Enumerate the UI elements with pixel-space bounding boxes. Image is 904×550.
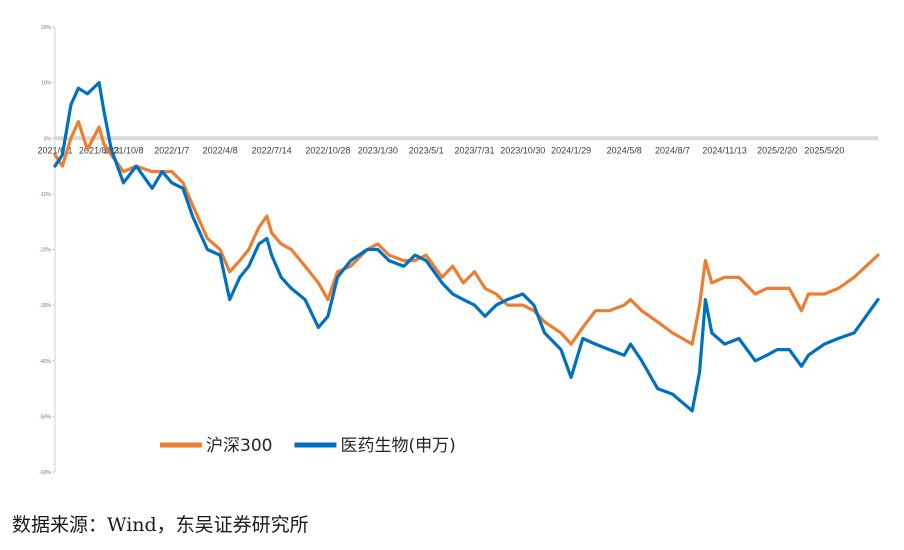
x-tick-label: 2025/2/20 [757,145,797,155]
y-axis: 20% 10% 0% -10% -20% -30% -40% -50% -60% [39,25,56,476]
y-tick-label: -20% [39,248,51,254]
x-tick-label: 2023/1/30 [358,145,398,155]
series-line-2 [53,81,880,413]
x-tick-label: 2023/5/1 [409,145,444,155]
y-tick-label: 0% [44,136,52,142]
x-tick-label: 2024/11/13 [702,145,746,155]
x-tick-label: 2023/7/31 [454,145,494,155]
source-note: 数据来源：Wind，东吴证券研究所 [12,514,309,536]
x-tick-label: 2024/1/29 [551,145,591,155]
x-tick-label: 2022/7/14 [252,145,292,155]
x-tick-label: 2024/8/7 [655,145,690,155]
x-tick-label: 2022/4/8 [203,145,238,155]
line-chart: 20% 10% 0% -10% -20% -30% -40% -50% -60% 2021/6/… [37,25,880,476]
y-tick-label: -30% [39,303,51,309]
y-tick-label: -40% [39,359,51,365]
x-tick-label: 2021/6/1 [37,145,72,155]
legend-label-1: 沪深300 [206,436,272,456]
y-tick-label: 10% [41,81,52,87]
x-axis-line [55,136,878,141]
y-tick-label: -10% [39,192,51,198]
y-tick-label: 20% [41,25,52,31]
x-tick-label: 2021/10/8 [103,145,143,155]
legend-label-2: 医药生物(申万) [340,436,455,456]
legend: 沪深300 医药生物(申万) [160,436,456,456]
x-tick-label: 2022/1/7 [154,145,189,155]
x-tick-label: 2024/5/8 [607,145,642,155]
x-tick-label: 2023/10/30 [500,145,545,155]
x-tick-label: 2021/8/23 [79,145,119,155]
y-tick-label: -60% [39,470,51,476]
x-tick-label: 2022/10/28 [305,145,350,155]
series-lines [53,81,880,413]
series-line-1 [53,120,880,346]
x-tick-label: 2025/5/20 [804,145,844,155]
y-tick-label: -50% [39,414,51,420]
